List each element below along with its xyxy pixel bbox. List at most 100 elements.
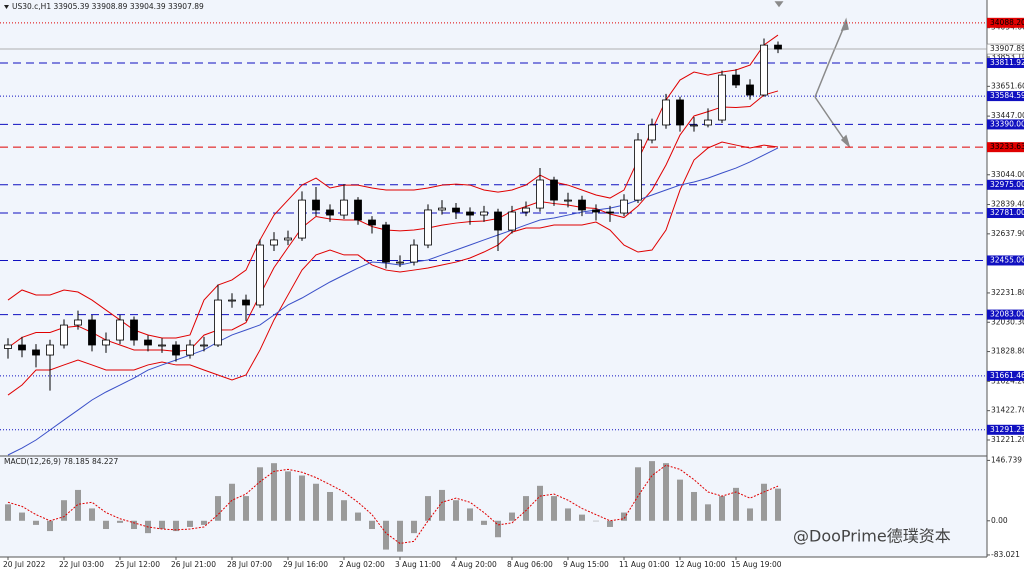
candle-body [32, 349, 40, 356]
candle-body [676, 99, 684, 126]
candle-body [424, 209, 432, 246]
candle-body [228, 299, 236, 302]
macd-bar [411, 520, 417, 534]
candle-body [172, 344, 180, 356]
x-tick-label: 29 Jul 16:00 [283, 560, 328, 569]
y-tick-label: 31221.20 [991, 435, 1024, 444]
candle-body [130, 319, 138, 341]
candle-body [536, 179, 544, 209]
level-label-box [987, 58, 1024, 69]
candle-body [242, 299, 250, 306]
candle-body [508, 211, 516, 231]
y-tick-label: 33853.10 [991, 52, 1024, 61]
candle-body [326, 209, 334, 216]
macd-bar [453, 500, 459, 521]
y-tick-label: 146.739 [991, 455, 1022, 464]
macd-bar [523, 496, 529, 521]
macd-bar [761, 483, 767, 521]
candle-body [4, 344, 12, 349]
candle-body [46, 344, 54, 356]
macd-bar [621, 512, 627, 521]
level-label: 33811.92 [990, 58, 1024, 67]
y-tick-label: 0.00 [991, 516, 1008, 525]
y-tick-label: 32839.40 [991, 200, 1024, 209]
level-label: 31661.46 [990, 371, 1024, 380]
candle-body [298, 199, 306, 239]
band-middle [7, 90, 779, 352]
candle-body [116, 319, 124, 341]
chart-header: US30.c,H1 33905.39 33908.89 33904.39 339… [12, 2, 204, 11]
candle-body [88, 319, 96, 346]
macd-bar [61, 500, 67, 521]
macd-bar [33, 520, 39, 525]
macd-bar [187, 520, 193, 527]
candle-body [522, 207, 530, 213]
level-label: 32455.00 [990, 255, 1024, 264]
candle-body [284, 237, 292, 241]
candle-body [368, 219, 376, 226]
candle-body [634, 139, 642, 201]
macd-bar [19, 512, 25, 521]
candle-body [60, 324, 68, 346]
macd-bar [215, 496, 221, 521]
macd-bar [173, 520, 179, 532]
candle-body [214, 299, 222, 346]
macd-bar [341, 500, 347, 521]
macd-bar [705, 504, 711, 521]
macd-bar [733, 487, 739, 521]
candle-body [480, 211, 488, 216]
candle-body [158, 344, 166, 347]
candle-body [564, 199, 572, 202]
macd-bar [663, 463, 669, 521]
macd-bar [537, 485, 543, 521]
y-tick-label: 33651.60 [991, 81, 1024, 90]
x-tick-label: 2 Aug 02:00 [339, 560, 385, 569]
candle-body [102, 339, 110, 346]
macd-bar [355, 512, 361, 521]
macd-bar [89, 508, 95, 521]
macd-bar [481, 520, 487, 525]
x-tick-label: 3 Aug 11:00 [395, 560, 441, 569]
macd-bar [719, 496, 725, 521]
macd-bar [467, 508, 473, 521]
macd-bar [243, 496, 249, 521]
candle-body [340, 199, 348, 216]
macd-bar [257, 467, 263, 521]
macd-bar [551, 496, 557, 521]
macd-bar [327, 491, 333, 521]
plot-background [0, 0, 987, 557]
level-label: 32975.00 [990, 180, 1024, 189]
x-tick-label: 22 Jul 03:00 [59, 560, 104, 569]
macd-bar [397, 520, 403, 552]
macd-bar [103, 520, 109, 530]
level-label-box [987, 208, 1024, 219]
candle-body [704, 119, 712, 126]
y-tick-label: -83.021 [991, 550, 1020, 559]
y-tick-label: 32231.80 [991, 288, 1024, 297]
candle-body [760, 44, 768, 96]
y-tick-label: 33447.00 [991, 111, 1024, 120]
macd-bar [271, 463, 277, 521]
candle-body [732, 74, 740, 86]
candle-body [718, 74, 726, 121]
level-label: 34088.20 [990, 18, 1024, 27]
y-tick-label: 31828.80 [991, 347, 1024, 356]
level-label-box [987, 142, 1024, 153]
candle-body [186, 344, 194, 356]
macd-bar [159, 520, 165, 530]
candle-body [200, 344, 208, 347]
level-label: 33584.59 [990, 91, 1024, 100]
x-tick-label: 26 Jul 21:00 [171, 560, 216, 569]
level-label-box [987, 179, 1024, 190]
macd-bar [691, 491, 697, 521]
candle-body [662, 99, 670, 126]
arrow-marker [774, 1, 784, 8]
level-label-box [987, 17, 1024, 28]
candle-body [452, 207, 460, 213]
x-tick-label: 28 Jul 07:00 [227, 560, 272, 569]
candle-body [690, 124, 698, 127]
macd-bar [201, 520, 207, 525]
macd-bar [649, 461, 655, 521]
current-price-box [986, 43, 1024, 55]
macd-bar [495, 520, 501, 538]
